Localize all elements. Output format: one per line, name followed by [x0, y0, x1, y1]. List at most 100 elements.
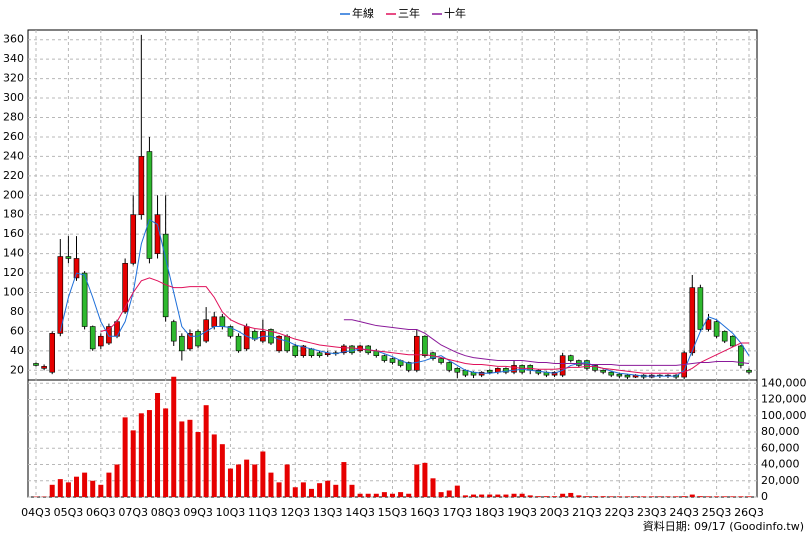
- candle-body: [138, 156, 145, 216]
- legend-label: 十年: [444, 6, 466, 20]
- volume-bar: [746, 496, 752, 497]
- volume-bar: [560, 493, 566, 497]
- candle-body: [122, 263, 128, 313]
- candle-body: [146, 151, 153, 259]
- candle-body: [381, 355, 388, 361]
- candle-body: [187, 333, 193, 350]
- candle-body: [592, 365, 598, 371]
- y-tick-label: 260: [3, 130, 24, 143]
- y-tick-label: 40: [10, 344, 24, 357]
- y-tick-label: 300: [3, 91, 24, 104]
- y2-tick-label: 40,000: [761, 458, 800, 471]
- volume-bar: [608, 496, 614, 497]
- x-tick-label: 11Q3: [248, 506, 278, 519]
- x-tick-label: 16Q3: [410, 506, 440, 519]
- x-tick-label: 13Q3: [313, 506, 343, 519]
- candle-body: [89, 326, 96, 350]
- volume-bar: [390, 493, 395, 497]
- volume-bar: [641, 496, 647, 497]
- volume-bar: [665, 496, 671, 497]
- y-tick-label: 20: [10, 363, 24, 376]
- candle-body: [503, 368, 509, 373]
- volume-bar: [600, 496, 606, 497]
- volume-bar: [179, 421, 185, 497]
- volume-bar: [592, 496, 598, 497]
- candle-body: [697, 287, 704, 330]
- volume-bar: [673, 496, 679, 497]
- candle-body: [106, 326, 112, 344]
- y2-tick-label: 140,000: [761, 376, 807, 389]
- candle-body: [689, 287, 696, 354]
- volume-bar: [284, 464, 290, 497]
- candle-body: [349, 345, 355, 354]
- volume-bar: [276, 482, 282, 497]
- candle-body: [721, 331, 728, 342]
- volume-bar: [462, 495, 468, 497]
- volume-bar: [422, 462, 428, 497]
- volume-bar: [495, 494, 501, 497]
- x-tick-label: 04Q3: [21, 506, 51, 519]
- volume-bar: [552, 496, 558, 497]
- candle-body: [65, 256, 72, 259]
- volume-bar: [503, 494, 509, 497]
- volume-bar: [98, 484, 104, 497]
- x-tick-label: 09Q3: [183, 506, 213, 519]
- candle-body: [559, 355, 566, 376]
- volume-bar: [171, 376, 177, 497]
- x-tick-label: 24Q3: [669, 506, 699, 519]
- candle-body: [227, 326, 234, 337]
- volume-bar: [106, 472, 112, 497]
- candle-body: [389, 358, 396, 363]
- y-tick-label: 100: [3, 286, 24, 299]
- y2-tick-label: 80,000: [761, 425, 800, 438]
- candle-body: [713, 321, 720, 337]
- volume-bar: [535, 496, 541, 497]
- volume-bar: [576, 495, 582, 497]
- candle-body: [729, 335, 736, 347]
- volume-bar: [341, 462, 347, 497]
- candle-body: [405, 362, 412, 371]
- candle-body: [211, 316, 218, 327]
- candle-body: [130, 214, 137, 264]
- volume-bar: [633, 496, 639, 497]
- candle-body: [608, 371, 615, 376]
- volume-bar: [292, 487, 298, 497]
- volume-bar: [527, 495, 533, 497]
- volume-bar: [430, 478, 436, 497]
- volume-bar: [317, 483, 323, 497]
- volume-bar: [260, 451, 266, 497]
- volume-bar: [187, 419, 193, 497]
- volume-bar: [616, 496, 622, 497]
- y2-tick-label: 20,000: [761, 474, 800, 487]
- volume-bar: [406, 493, 412, 497]
- x-tick-label: 05Q3: [54, 506, 84, 519]
- y2-tick-label: 100,000: [761, 409, 807, 422]
- volume-bar: [90, 480, 96, 497]
- candle-body: [179, 335, 185, 352]
- volume-bar: [227, 468, 233, 497]
- x-tick-label: 26Q3: [734, 506, 764, 519]
- volume-bar: [65, 482, 71, 497]
- volume-bar: [584, 496, 590, 497]
- volume-bar: [681, 496, 687, 497]
- candle-body: [624, 374, 631, 378]
- x-tick-label: 23Q3: [637, 506, 667, 519]
- candle-body: [33, 363, 39, 366]
- volume-bar: [471, 494, 477, 497]
- candle-body: [567, 355, 574, 361]
- volume-bar: [373, 493, 379, 497]
- volume-bar: [203, 405, 209, 497]
- candle-body: [705, 319, 712, 330]
- volume-bar: [722, 496, 728, 497]
- candle-body: [219, 316, 226, 327]
- volume-bar: [414, 464, 420, 497]
- candle-body: [454, 368, 461, 373]
- volume-bar: [325, 480, 331, 497]
- source-note: 資料日期: 09/17 (Goodinfo.tw): [643, 519, 804, 533]
- candle-body: [316, 352, 323, 356]
- y-tick-label: 320: [3, 72, 24, 85]
- volume-bar: [381, 492, 387, 497]
- volume-bar: [333, 484, 339, 497]
- volume-bar: [511, 493, 517, 497]
